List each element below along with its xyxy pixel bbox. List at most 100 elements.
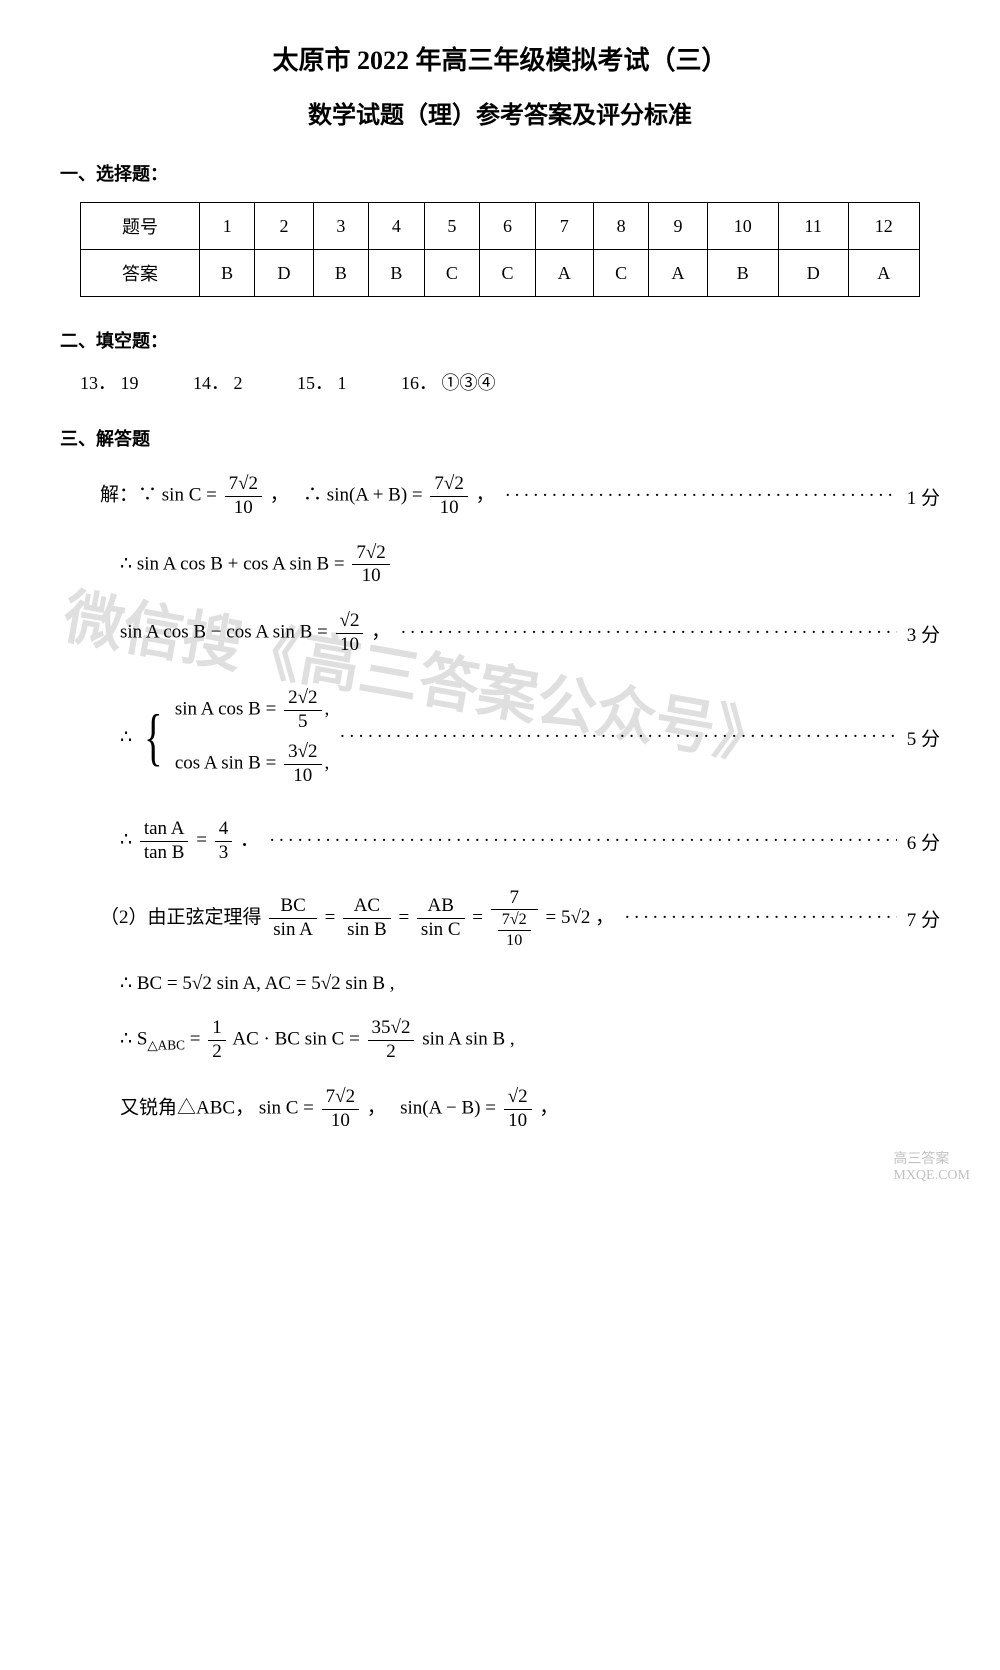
text: sin(A − B) =	[400, 1097, 496, 1118]
numerator: 7√2	[225, 473, 262, 497]
comma: ，	[367, 1097, 386, 1118]
denominator: tan B	[140, 842, 189, 865]
denominator: 10	[352, 565, 389, 588]
fraction: BC sin A	[269, 895, 317, 942]
text: sin C =	[162, 485, 217, 506]
comma: ，	[595, 907, 614, 928]
question-number: 9	[649, 203, 707, 250]
fill-value: 2	[234, 373, 243, 393]
fill-item: 15． 1	[297, 369, 347, 395]
text: ∴ S	[120, 1029, 147, 1050]
fraction: 4 3	[215, 818, 233, 865]
question-number: 1	[199, 203, 255, 250]
text: ∴	[303, 485, 322, 506]
fill-value: ①③④	[442, 373, 496, 393]
answer-cell: C	[593, 250, 649, 297]
numerator: √2	[504, 1086, 532, 1110]
numerator: √2	[336, 610, 364, 634]
denominator: 10	[225, 497, 262, 520]
question-number: 6	[480, 203, 536, 250]
question-number: 4	[369, 203, 425, 250]
numerator: AC	[343, 895, 391, 919]
answer-cell: D	[255, 250, 313, 297]
fraction: √2 10	[504, 1086, 532, 1133]
fraction: 7√2 10	[430, 473, 467, 520]
denominator: 3	[215, 842, 233, 865]
text: sin A sin B ,	[422, 1029, 514, 1050]
brace-content: sin A cos B = 2√2 5 , cos A sin B = 3√2 …	[175, 679, 329, 796]
solution-line: （2）由正弦定理得 BC sin A = AC sin B = AB sin C…	[100, 887, 940, 951]
numerator: tan A	[140, 818, 189, 842]
numerator: 2√2	[284, 687, 321, 711]
denominator: 10	[498, 931, 531, 950]
score-points: 6 分	[907, 828, 940, 855]
main-title: 太原市 2022 年高三年级模拟考试（三）	[60, 40, 940, 77]
question-number: 3	[313, 203, 369, 250]
dotted-leader	[339, 726, 896, 748]
row-header-question: 题号	[81, 203, 200, 250]
fill-label: 16．	[401, 373, 437, 393]
answer-cell: A	[848, 250, 919, 297]
fraction: 3√2 10	[284, 741, 321, 788]
bottom-mark-line: 高三答案	[893, 1148, 970, 1168]
text: ∴ BC = 5√2 sin A, AC = 5√2 sin B ,	[120, 973, 395, 994]
numerator: 35√2	[368, 1017, 415, 1041]
numerator: 7	[491, 887, 538, 911]
question-number: 7	[535, 203, 593, 250]
text: ∴	[120, 726, 132, 749]
bottom-mark-line: MXQE.COM	[893, 1168, 970, 1184]
fraction: tan A tan B	[140, 818, 189, 865]
text: =	[196, 830, 211, 851]
text: AC · BC sin C =	[232, 1029, 364, 1050]
comma: ，	[476, 485, 495, 506]
text: cos A sin B =	[175, 753, 277, 774]
score-points: 1 分	[907, 483, 940, 510]
brace-row: sin A cos B = 2√2 5 ,	[175, 687, 329, 734]
answer-cell: C	[424, 250, 480, 297]
numerator: AB	[417, 895, 465, 919]
question-number: 8	[593, 203, 649, 250]
solution-line: ∴ tan A tan B = 4 3 ． 6 分	[120, 818, 940, 865]
fill-value: 1	[338, 373, 347, 393]
document-page: 微信搜《高三答案公众号》 太原市 2022 年高三年级模拟考试（三） 数学试题（…	[0, 0, 1000, 1194]
denominator: 2	[368, 1041, 415, 1064]
text: sin C =	[259, 1097, 314, 1118]
denominator: sin B	[343, 919, 391, 942]
numerator: 4	[215, 818, 233, 842]
answer-cell: A	[535, 250, 593, 297]
math-expression: ∴ tan A tan B = 4 3 ．	[120, 818, 259, 865]
denominator: 10	[336, 634, 364, 657]
question-number: 5	[424, 203, 480, 250]
text: （2）由正弦定理得	[100, 907, 262, 928]
answer-cell: B	[707, 250, 778, 297]
numerator: 7√2	[352, 542, 389, 566]
solution-line: 又锐角△ABC， sin C = 7√2 10 ， sin(A − B) = √…	[120, 1086, 940, 1133]
answer-cell: C	[480, 250, 536, 297]
denominator: 10	[322, 1110, 359, 1133]
numerator: 7√2	[430, 473, 467, 497]
fill-value: 19	[121, 373, 139, 393]
fill-answers-row: 13． 19 14． 2 15． 1 16． ①③④	[80, 369, 940, 395]
text: sin A cos B =	[175, 698, 277, 719]
text: sin(A + B) =	[327, 485, 423, 506]
score-points: 3 分	[907, 620, 940, 647]
dotted-leader	[624, 907, 897, 929]
answer-cell: B	[369, 250, 425, 297]
table-row: 题号 1 2 3 4 5 6 7 8 9 10 11 12	[81, 203, 920, 250]
solution-line: sin A cos B − cos A sin B = √2 10 ， 3 分	[120, 610, 940, 657]
question-number: 10	[707, 203, 778, 250]
text: = 5√2	[546, 907, 591, 928]
fraction: 7√2 10	[322, 1086, 359, 1133]
fraction: 35√2 2	[368, 1017, 415, 1064]
text: 又锐角△ABC，	[120, 1097, 254, 1118]
text: ．	[240, 830, 259, 851]
equation-system: ∴ { sin A cos B = 2√2 5 , cos A sin B = …	[120, 679, 329, 796]
numerator: 1	[208, 1017, 226, 1041]
fraction: 7 7√2 10	[491, 887, 538, 951]
section-solve-heading: 三、解答题	[60, 425, 940, 451]
denominator: 10	[430, 497, 467, 520]
answer-cell: A	[649, 250, 707, 297]
answer-cell: B	[199, 250, 255, 297]
answer-cell: B	[313, 250, 369, 297]
solution-line: ∴ BC = 5√2 sin A, AC = 5√2 sin B ,	[120, 972, 940, 995]
